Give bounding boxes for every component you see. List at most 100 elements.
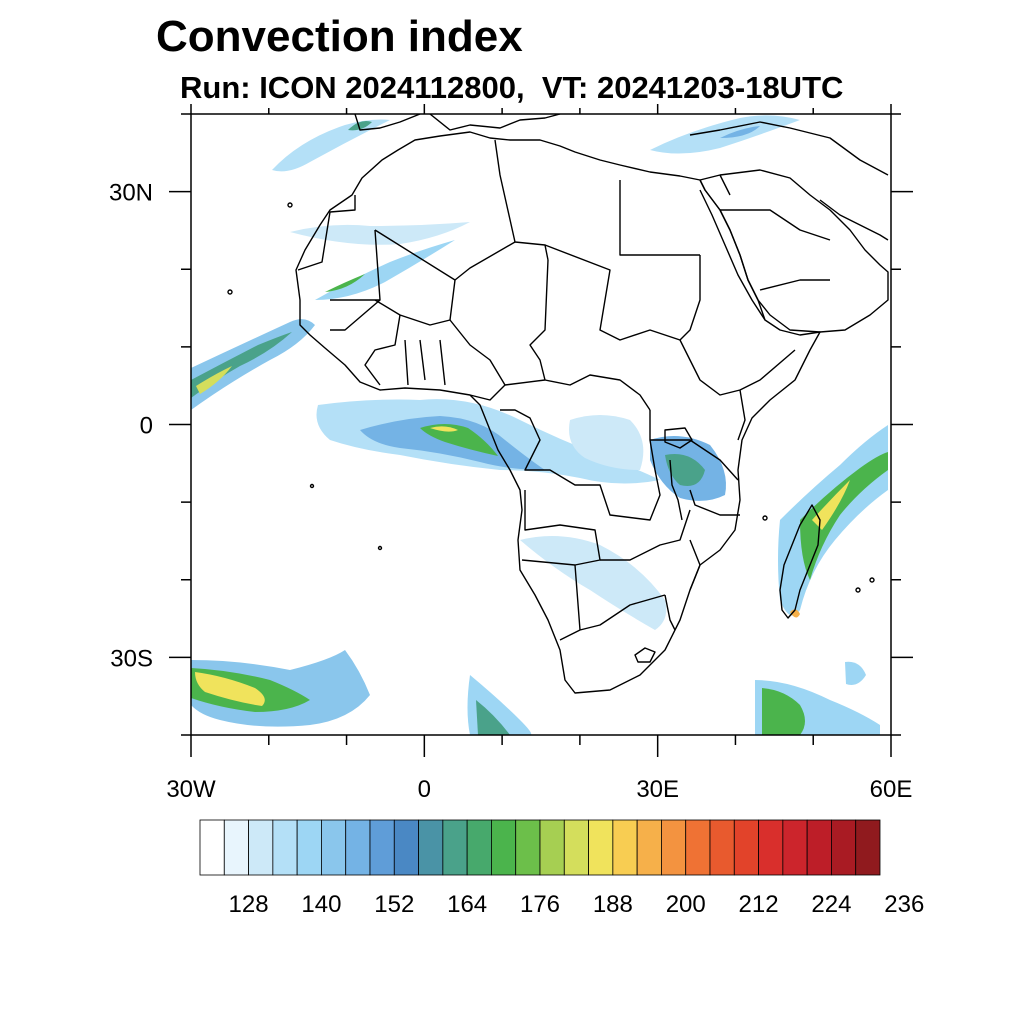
border-car — [504, 374, 651, 411]
colorbar-swatch — [199, 819, 225, 876]
island-canary — [287, 202, 293, 208]
lon-tick-label: 30E — [636, 776, 679, 803]
border-lake-tanganyika — [669, 459, 683, 521]
lat-tick-label: 30N — [109, 180, 153, 207]
colorbar-label: 200 — [666, 891, 706, 918]
colorbar-swatch — [272, 819, 298, 876]
border-lesotho — [634, 647, 656, 663]
axis-ticks — [169, 104, 913, 757]
colorbar-swatch — [855, 819, 881, 876]
lat-tick-label: 0 — [140, 413, 153, 440]
colorbar-swatch — [442, 819, 468, 876]
field-band-west-atlantic-core — [191, 332, 292, 398]
colorbar-label: 140 — [301, 891, 341, 918]
lon-tick-label: 60E — [870, 776, 913, 803]
field-band-sahara-2 — [315, 240, 455, 300]
colorbar-swatch — [588, 819, 614, 876]
field-band-south-africa — [520, 536, 667, 630]
border-chad — [529, 259, 549, 381]
colorbar-swatch — [831, 819, 857, 876]
island-mauritius — [869, 577, 875, 583]
map-frame — [190, 113, 892, 736]
border-ethiopia — [679, 339, 796, 441]
colorbar-swatch — [709, 819, 735, 876]
colorbar-swatch — [636, 819, 662, 876]
border-congo — [500, 409, 661, 521]
border-mozambique — [664, 539, 701, 631]
colorbar-swatch — [758, 819, 784, 876]
field-band-north-2 — [348, 121, 372, 131]
colorbar-labels: 128 140 152 164 176 188 200 212 224 236 — [229, 891, 925, 918]
field-band-south-atlantic-2-core — [476, 700, 510, 735]
field-band-west-atlantic — [191, 319, 315, 410]
africa-coastline — [295, 131, 821, 694]
coastlines — [227, 114, 889, 694]
colorbar-swatch — [491, 819, 517, 876]
field-band-madagascar-core — [800, 452, 888, 580]
colorbar-swatch — [612, 819, 638, 876]
border-arabia — [719, 174, 831, 291]
colorbar-swatch — [466, 819, 492, 876]
colorbar-swatch — [223, 819, 249, 876]
colorbar-swatch — [782, 819, 808, 876]
border-niger — [374, 279, 456, 326]
convection-field — [191, 115, 888, 735]
chart-title: Convection index — [156, 12, 523, 61]
field-spot-madagascar-orange — [790, 609, 800, 618]
colorbar-label: 128 — [229, 891, 269, 918]
border-algeria-libya — [374, 229, 516, 281]
colorbar-swatch — [418, 819, 444, 876]
arabia-coastline — [699, 169, 889, 333]
border-sudan — [544, 244, 701, 341]
colorbar-swatch — [321, 819, 347, 876]
persian-gulf-coastline — [819, 199, 889, 241]
colorbar-label: 236 — [884, 891, 924, 918]
chart-subtitle: Run: ICON 2024112800, VT: 20241203-18UTC — [180, 70, 844, 105]
colorbar-label: 164 — [447, 891, 487, 918]
field-band-equatorial-hot — [430, 426, 458, 432]
colorbar-swatch — [539, 819, 565, 876]
field-band-med-core — [720, 126, 760, 138]
field-band-north-1 — [272, 119, 390, 172]
field-band-south-atlantic-hot — [195, 672, 265, 706]
axis-tick-labels: 30N 0 30S 30W 0 30E 60E — [109, 180, 912, 803]
border-libya-egypt — [494, 139, 700, 261]
field-band-equatorial-core — [420, 424, 498, 456]
colorbar-label: 152 — [374, 891, 414, 918]
lat-tick-label: 30S — [110, 645, 153, 672]
border-zambia — [600, 509, 691, 561]
colorbar-swatch — [661, 819, 687, 876]
border-lake-victoria — [664, 427, 693, 449]
colorbar-swatch — [393, 819, 419, 876]
island-reunion — [855, 587, 861, 593]
field-band-west-atlantic-hot — [196, 366, 232, 394]
turkey-coastline — [689, 121, 889, 176]
field-band-east-africa-core — [665, 454, 705, 486]
island-st-helena — [309, 483, 315, 489]
colorbar-label: 188 — [593, 891, 633, 918]
lon-tick-label: 30W — [166, 776, 216, 803]
border-westafrica — [364, 314, 446, 386]
colorbar-swatch — [563, 819, 589, 876]
field-band-med — [650, 115, 800, 154]
colorbar-label: 212 — [739, 891, 779, 918]
island-comoros — [762, 515, 768, 521]
colorbar-swatch — [806, 819, 832, 876]
field-band-central — [569, 415, 644, 470]
island-cape-verde — [227, 289, 233, 295]
colorbar-swatch — [733, 819, 759, 876]
border-eastafrica — [650, 439, 740, 516]
field-band-sahara-3 — [325, 274, 365, 292]
iberia-coastline — [354, 114, 421, 131]
island-ascension — [377, 545, 383, 551]
colorbar-swatch — [685, 819, 711, 876]
europe-coastline — [429, 114, 561, 131]
colorbar-label: 176 — [520, 891, 560, 918]
colorbar — [199, 819, 881, 876]
colorbar-swatch — [515, 819, 541, 876]
colorbar-swatch — [296, 819, 322, 876]
colorbar-swatch — [248, 819, 274, 876]
colorbar-swatch — [369, 819, 395, 876]
lon-tick-label: 0 — [418, 776, 431, 803]
